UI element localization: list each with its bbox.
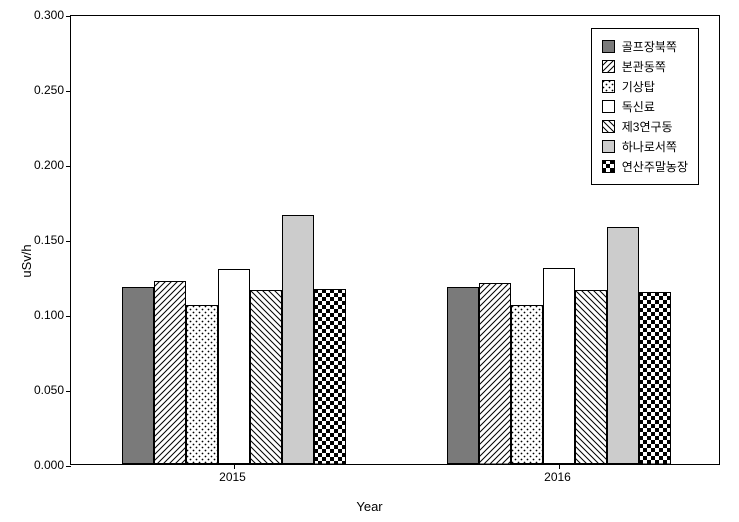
legend-label: 골프장북쪽 bbox=[622, 38, 677, 55]
y-tick-mark bbox=[66, 16, 71, 17]
x-tick-label: 2015 bbox=[219, 470, 246, 484]
y-tick-label: 0.300 bbox=[34, 8, 64, 22]
legend-swatch bbox=[602, 80, 615, 93]
bar bbox=[479, 283, 511, 465]
bar bbox=[154, 281, 186, 464]
x-tick-label: 2016 bbox=[544, 470, 571, 484]
chart-container: uSv/h Year 골프장북쪽본관동쪽기상탑독신료제3연구동하나로서쪽연산주말… bbox=[0, 0, 739, 522]
bar bbox=[282, 215, 314, 464]
legend-item: 골프장북쪽 bbox=[602, 38, 688, 55]
y-tick-label: 0.150 bbox=[34, 233, 64, 247]
legend: 골프장북쪽본관동쪽기상탑독신료제3연구동하나로서쪽연산주말농장 bbox=[591, 28, 699, 185]
bar bbox=[314, 289, 346, 465]
bar bbox=[511, 305, 543, 464]
bar bbox=[218, 269, 250, 464]
y-tick-mark bbox=[66, 316, 71, 317]
legend-item: 본관동쪽 bbox=[602, 58, 688, 75]
legend-label: 본관동쪽 bbox=[622, 58, 666, 75]
y-tick-mark bbox=[66, 166, 71, 167]
bar bbox=[543, 268, 575, 465]
legend-item: 기상탑 bbox=[602, 78, 688, 95]
y-tick-label: 0.000 bbox=[34, 458, 64, 472]
bar bbox=[607, 227, 639, 464]
y-tick-label: 0.250 bbox=[34, 83, 64, 97]
legend-label: 제3연구동 bbox=[622, 118, 673, 135]
y-axis-label: uSv/h bbox=[19, 244, 34, 277]
legend-label: 연산주말농장 bbox=[622, 158, 688, 175]
legend-swatch bbox=[602, 60, 615, 73]
bar bbox=[250, 290, 282, 464]
legend-item: 독신료 bbox=[602, 98, 688, 115]
y-tick-mark bbox=[66, 91, 71, 92]
legend-item: 연산주말농장 bbox=[602, 158, 688, 175]
y-tick-label: 0.200 bbox=[34, 158, 64, 172]
x-tick-mark bbox=[559, 464, 560, 469]
legend-swatch bbox=[602, 160, 615, 173]
x-tick-mark bbox=[234, 464, 235, 469]
legend-item: 제3연구동 bbox=[602, 118, 688, 135]
y-tick-mark bbox=[66, 466, 71, 467]
legend-swatch bbox=[602, 40, 615, 53]
legend-label: 독신료 bbox=[622, 98, 655, 115]
x-axis-label: Year bbox=[356, 499, 382, 514]
legend-label: 하나로서쪽 bbox=[622, 138, 677, 155]
legend-label: 기상탑 bbox=[622, 78, 655, 95]
legend-swatch bbox=[602, 140, 615, 153]
plot-area: 골프장북쪽본관동쪽기상탑독신료제3연구동하나로서쪽연산주말농장 bbox=[70, 15, 720, 465]
legend-swatch bbox=[602, 120, 615, 133]
bar bbox=[186, 305, 218, 464]
legend-item: 하나로서쪽 bbox=[602, 138, 688, 155]
y-tick-label: 0.100 bbox=[34, 308, 64, 322]
y-tick-mark bbox=[66, 241, 71, 242]
y-tick-label: 0.050 bbox=[34, 383, 64, 397]
bar bbox=[575, 290, 607, 464]
legend-swatch bbox=[602, 100, 615, 113]
bar bbox=[447, 287, 479, 464]
bar bbox=[639, 292, 671, 465]
y-tick-mark bbox=[66, 391, 71, 392]
bar bbox=[122, 287, 154, 464]
